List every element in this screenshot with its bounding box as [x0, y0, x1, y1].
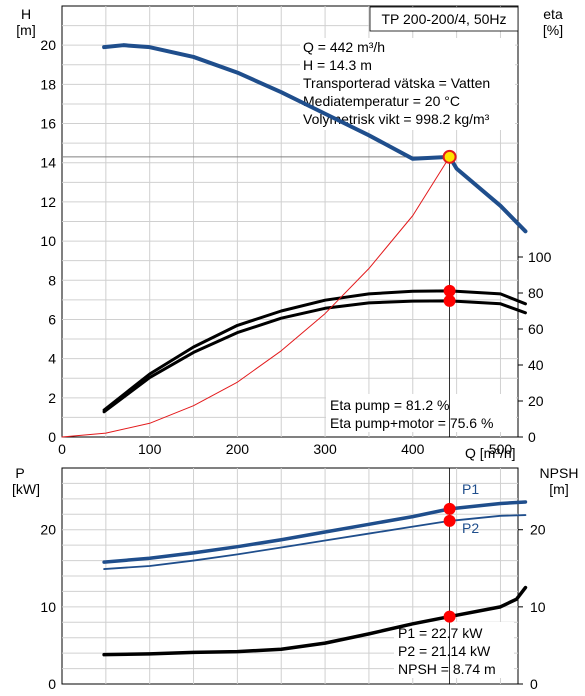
duty-info-block: Q = 442 m³/h H = 14.3 m Transporterad vä… [300, 38, 515, 130]
info-temperature: Mediatemperatur = 20 °C [303, 93, 460, 109]
series-label-p2: P2 [462, 520, 479, 536]
bottom-y-right-tick-label: 10 [530, 599, 546, 615]
top-y-left-unit: [m] [16, 22, 35, 38]
info-eta-pump: Eta pump = 81.2 % [330, 397, 449, 413]
info-density: Volymetrisk vikt = 998.2 kg/m³ [303, 111, 490, 127]
y-left-tick-label: 12 [40, 194, 56, 210]
bottom-y-right-unit: [m] [549, 481, 568, 497]
series-label-p1: P1 [462, 481, 479, 497]
duty-point-p2-marker [443, 514, 456, 527]
duty-point-eta-motor-marker [443, 294, 456, 307]
x-tick-label: 300 [313, 441, 337, 457]
y-left-tick-label: 2 [48, 390, 56, 406]
eta-info-block: Eta pump = 81.2 % Eta pump+motor = 75.6 … [326, 394, 516, 432]
y-left-tick-label: 14 [40, 155, 56, 171]
y-right-tick-label: 20 [528, 393, 544, 409]
chart-marks: P1 P2 [61, 43, 528, 684]
y-left-tick-label: 4 [48, 351, 56, 367]
duty-point-h-marker [442, 149, 457, 164]
top-y-right-unit: [%] [543, 22, 563, 38]
info-eta-pump-motor: Eta pump+motor = 75.6 % [330, 415, 493, 431]
bottom-y-right-tick-label: 0 [530, 676, 538, 692]
info-p1: P1 = 22.7 kW [398, 625, 483, 641]
bottom-y-left-unit: [kW] [12, 481, 40, 497]
y-right-tick-label: 60 [528, 321, 544, 337]
x-tick-label: 100 [138, 441, 162, 457]
y-left-tick-label: 6 [48, 311, 56, 327]
x-tick-label: 200 [226, 441, 250, 457]
y-right-tick-label: 0 [528, 429, 536, 445]
series-p2 [103, 514, 527, 570]
y-left-tick-label: 16 [40, 116, 56, 132]
series-npsh [102, 585, 528, 657]
duty-point-p1-marker [443, 502, 456, 515]
power-info-block: P1 = 22.7 kW P2 = 21.14 kW NPSH = 8.74 m [394, 622, 514, 678]
title-box [369, 6, 519, 32]
x-axis-label: Q [m³/h] [465, 445, 516, 461]
y-left-tick-label: 0 [48, 429, 56, 445]
bottom-y-left-tick-label: 20 [40, 522, 56, 538]
series-system-curve [61, 156, 451, 438]
info-fluid: Transporterad vätska = Vatten [303, 75, 490, 91]
bottom-y-left-tick-label: 10 [40, 599, 56, 615]
y-right-tick-label: 80 [528, 285, 544, 301]
duty-point-eta-pump-marker [443, 284, 456, 297]
info-q: Q = 442 m³/h [303, 39, 385, 55]
bottom-y-right-tick-label: 20 [530, 522, 546, 538]
y-left-tick-label: 20 [40, 37, 56, 53]
duty-point-npsh-marker [443, 610, 456, 623]
top-y-right-label: eta [543, 6, 563, 22]
series-eta-pump [102, 289, 527, 412]
y-left-tick-label: 18 [40, 76, 56, 92]
info-p2: P2 = 21.14 kW [398, 643, 491, 659]
y-left-tick-label: 8 [48, 272, 56, 288]
info-h: H = 14.3 m [303, 57, 372, 73]
y-left-tick-label: 10 [40, 233, 56, 249]
y-right-tick-label: 100 [528, 249, 552, 265]
bottom-grid: 0 10 20 0 10 20 [40, 467, 546, 692]
top-y-left-label: H [21, 6, 31, 22]
y-right-tick-label: 40 [528, 357, 544, 373]
top-grid: 0 100 200 300 400 500024681012141618200204060… [40, 5, 552, 457]
bottom-y-right-label: NPSH [540, 465, 579, 481]
series-p1 [102, 500, 528, 564]
series-H [102, 43, 528, 234]
bottom-y-left-tick-label: 0 [48, 676, 56, 692]
x-tick-label: 0 [58, 441, 66, 457]
info-npsh: NPSH = 8.74 m [398, 661, 496, 677]
x-tick-label: 500 [489, 441, 513, 457]
bottom-y-left-label: P [15, 465, 24, 481]
series-eta-pump-motor [102, 299, 527, 414]
x-tick-label: 400 [401, 441, 425, 457]
chart-title: TP 200-200/4, 50Hz [381, 11, 506, 27]
